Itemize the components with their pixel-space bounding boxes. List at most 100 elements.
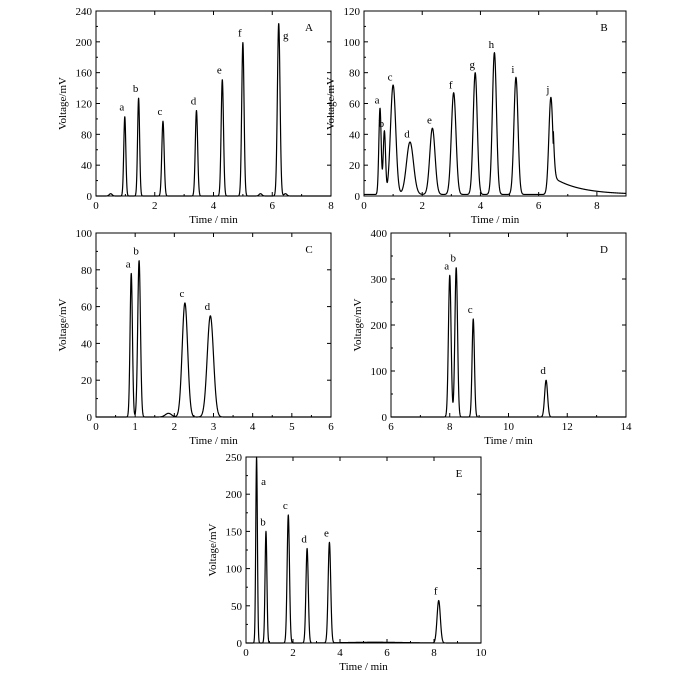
panel-c-trace	[95, 260, 332, 418]
panel-c-xtick-label: 5	[289, 421, 295, 433]
panel-a-xtick-label: 8	[328, 200, 334, 212]
panel-b-ytick-label: 60	[349, 99, 361, 111]
panel-d-ytick-label: 300	[371, 274, 388, 286]
panel-b-peak-label-i: i	[511, 64, 514, 76]
panel-b-xtick-label: 2	[419, 200, 425, 212]
panel-e-xtick-label: 4	[337, 647, 343, 659]
panel-e-ytick-label: 150	[226, 526, 243, 538]
panel-c-xtick-label: 4	[250, 421, 256, 433]
panel-b-ytick-label: 20	[349, 160, 361, 172]
panel-e-ytick-label: 50	[231, 601, 243, 613]
panel-d-ytick-label: 200	[371, 320, 388, 332]
panel-e-peak-label-e: e	[324, 528, 329, 540]
panel-b-xtick-label: 4	[478, 200, 484, 212]
panel-a-xlabel: Time / min	[189, 214, 238, 226]
panel-d-xtick-label: 12	[562, 421, 573, 433]
panel-c-xtick-label: 6	[328, 421, 334, 433]
panel-e-frame	[245, 456, 482, 644]
panel-b-peak-label-d: d	[404, 129, 410, 141]
panel-a-ytick-label: 240	[76, 6, 93, 18]
panel-b-peak-label-f: f	[449, 79, 453, 91]
panel-d-letter: D	[600, 244, 608, 256]
panel-a-frame	[95, 10, 332, 197]
panel-a-peak-label-e: e	[217, 65, 222, 77]
panel-b-xtick-label: 6	[536, 200, 542, 212]
panel-a-xtick-label: 4	[211, 200, 217, 212]
panel-c-ytick-label: 100	[76, 228, 93, 240]
panel-c-xlabel: Time / min	[189, 435, 238, 447]
panel-a-xtick-label: 0	[93, 200, 99, 212]
panel-c-peak-label-b: b	[133, 246, 139, 258]
panel-e-xtick-label: 8	[431, 647, 437, 659]
panel-b-ylabel: Voltage/mV	[325, 77, 337, 130]
panel-e-xlabel: Time / min	[339, 661, 388, 673]
panel-d-xtick-label: 14	[621, 421, 633, 433]
panel-d-xtick-label: 8	[447, 421, 453, 433]
panel-e-ylabel: Voltage/mV	[207, 523, 219, 576]
panel-b-xtick-label: 8	[594, 200, 600, 212]
panel-a-peak-label-f: f	[238, 28, 242, 40]
panel-b-peak-label-j: j	[545, 84, 549, 96]
panel-d-ytick-label: 0	[382, 412, 388, 424]
panel-b-ytick-label: 100	[344, 37, 361, 49]
panel-a-peak-label-a: a	[119, 102, 124, 114]
panel-a-ytick-label: 200	[76, 37, 93, 49]
panel-a-ylabel: Voltage/mV	[57, 77, 69, 130]
panel-b-frame	[363, 10, 627, 197]
panel-d-xtick-label: 10	[503, 421, 515, 433]
panel-c-xtick-label: 2	[172, 421, 178, 433]
panel-c-frame	[95, 232, 332, 418]
panel-c-ytick-label: 80	[81, 265, 93, 277]
panel-b-xtick-label: 0	[361, 200, 367, 212]
panel-a-ytick-label: 160	[76, 68, 93, 80]
panel-a-peak-label-g: g	[283, 30, 289, 42]
panel-c-ytick-label: 0	[87, 412, 93, 424]
panel-b-peak-label-a: a	[375, 95, 380, 107]
panel-b-ytick-label: 40	[349, 129, 361, 141]
panel-b-peak-label-g: g	[469, 59, 475, 71]
panel-e-peak-label-f: f	[434, 586, 438, 598]
panel-a-ytick-label: 80	[81, 129, 93, 141]
panel-a-xtick-label: 2	[152, 200, 158, 212]
panel-b-xlabel: Time / min	[471, 214, 520, 226]
panel-e-xtick-label: 0	[243, 647, 249, 659]
panel-e-trace	[245, 456, 482, 644]
panel-d-ylabel: Voltage/mV	[352, 298, 364, 351]
panel-b-ytick-label: 0	[355, 191, 361, 203]
panel-a-trace	[95, 23, 332, 197]
panel-c-ytick-label: 40	[81, 338, 93, 350]
panel-e-xtick-label: 10	[476, 647, 488, 659]
panel-b-trace	[363, 52, 627, 196]
panel-a-peak-label-c: c	[158, 106, 163, 118]
panel-e-letter: E	[456, 468, 463, 480]
panel-e-ytick-label: 0	[237, 638, 243, 650]
panel-e-peak-label-a: a	[261, 476, 266, 488]
panel-e-peak-label-b: b	[260, 516, 266, 528]
panel-d-ytick-label: 100	[371, 366, 388, 378]
panel-e-ytick-label: 100	[226, 564, 243, 576]
panel-c-xtick-label: 3	[211, 421, 217, 433]
panel-c-xtick-label: 0	[93, 421, 99, 433]
panel-e-peak-label-c: c	[283, 500, 288, 512]
panel-e-ytick-label: 200	[226, 489, 243, 501]
panel-d-frame	[390, 232, 627, 418]
panel-e-ytick-label: 250	[226, 452, 243, 464]
panel-c-letter: C	[305, 244, 312, 256]
panel-b-peak-label-b: b	[379, 118, 385, 130]
panel-b-ytick-label: 120	[344, 6, 361, 18]
panel-d-xlabel: Time / min	[484, 435, 533, 447]
panel-b-peak-label-c: c	[388, 72, 393, 84]
panel-b-peak-label-e: e	[427, 115, 432, 127]
panel-c-ytick-label: 60	[81, 302, 93, 314]
panel-d-peak-label-c: c	[468, 304, 473, 316]
panel-a-letter: A	[305, 22, 313, 34]
panel-d-peak-label-b: b	[450, 253, 456, 265]
panel-e-xtick-label: 2	[290, 647, 296, 659]
panel-d-peak-label-a: a	[444, 260, 449, 272]
panel-e-xtick-label: 6	[384, 647, 390, 659]
panel-b-ytick-label: 80	[349, 68, 361, 80]
